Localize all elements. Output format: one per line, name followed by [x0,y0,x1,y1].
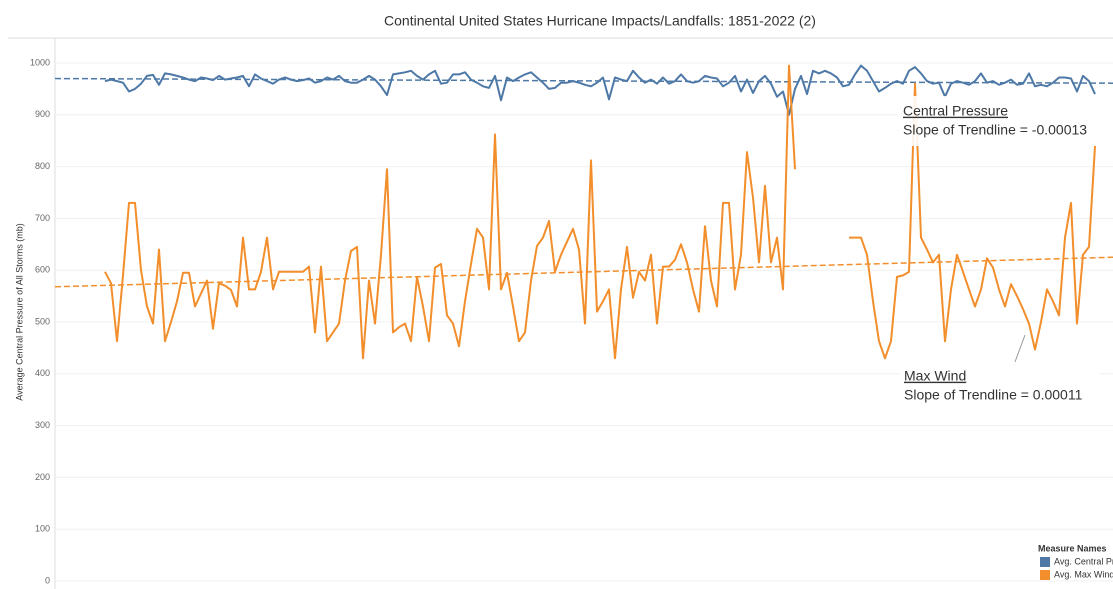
series-line [104,64,1096,116]
y-axis-label: Average Central Pressure of All Storms (… [14,223,24,400]
legend-swatch [1040,570,1050,580]
plot [54,64,1113,360]
annotation-box [899,362,1099,410]
annotation-title: Max Wind [904,368,966,384]
y-tick-label: 1000 [30,57,50,67]
legend-label: Avg. Max Wind [1054,569,1113,579]
y-tick-label: 500 [35,316,50,326]
y-tick-label: 200 [35,472,50,482]
annotation-title: Central Pressure [903,103,1008,119]
grid: 0 100 200 300 400 500 600 700 800 900 1000 [30,57,1113,585]
series-line [849,82,1096,360]
legend-swatch [1040,557,1050,567]
y-tick-label: 900 [35,109,50,119]
annotation-text: Slope of Trendline = -0.00013 [903,122,1087,138]
y-tick-label: 0 [45,575,50,585]
legend: Measure Names Avg. Central Pressure Avg. … [1038,543,1113,580]
legend-label: Avg. Central Pressure [1054,556,1113,566]
annotation-text: Slope of Trendline = 0.00011 [904,387,1083,403]
annotation-wind: Max Wind Slope of Trendline = 0.00011 [899,334,1099,410]
y-tick-label: 600 [35,265,50,275]
series-line [104,64,796,360]
y-tick-label: 400 [35,368,50,378]
annotation-box [898,96,1113,146]
chart-title: Continental United States Hurricane Impa… [384,13,816,29]
trendline [54,256,1113,288]
y-tick-label: 300 [35,420,50,430]
y-tick-label: 700 [35,213,50,223]
y-tick-label: 100 [35,524,50,534]
y-tick-label: 800 [35,161,50,171]
annotation-central: Central Pressure Slope of Trendline = -0… [898,96,1113,146]
annotation-leader [1014,334,1026,363]
legend-title: Measure Names [1038,543,1107,553]
